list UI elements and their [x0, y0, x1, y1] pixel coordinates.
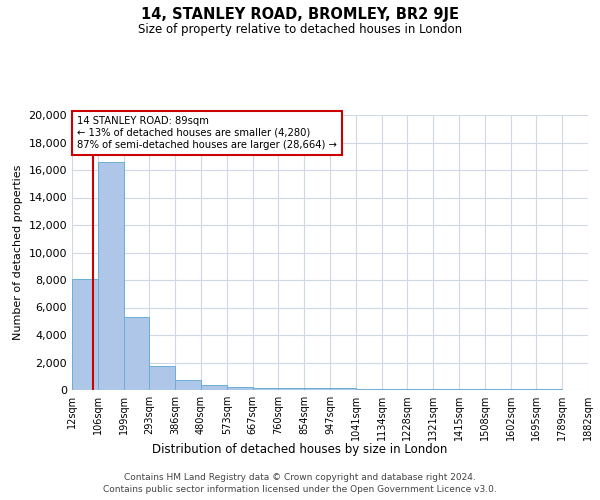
Bar [201, 385, 227, 390]
Bar [253, 388, 278, 390]
Bar [459, 389, 485, 390]
Bar [175, 380, 201, 390]
Bar [227, 387, 253, 390]
Bar [278, 388, 304, 390]
Y-axis label: Number of detached properties: Number of detached properties [13, 165, 23, 340]
Bar [433, 389, 459, 390]
Bar [98, 162, 124, 390]
Bar [304, 388, 330, 390]
Text: Contains public sector information licensed under the Open Government Licence v3: Contains public sector information licen… [103, 485, 497, 494]
Bar [356, 388, 382, 390]
Text: Contains HM Land Registry data © Crown copyright and database right 2024.: Contains HM Land Registry data © Crown c… [124, 472, 476, 482]
Bar [149, 366, 175, 390]
Bar [72, 278, 98, 390]
Bar [382, 389, 407, 390]
Bar [330, 388, 356, 390]
Text: Size of property relative to detached houses in London: Size of property relative to detached ho… [138, 22, 462, 36]
Bar [124, 317, 149, 390]
Text: 14 STANLEY ROAD: 89sqm
← 13% of detached houses are smaller (4,280)
87% of semi-: 14 STANLEY ROAD: 89sqm ← 13% of detached… [77, 116, 337, 150]
Text: Distribution of detached houses by size in London: Distribution of detached houses by size … [152, 442, 448, 456]
Bar [407, 389, 433, 390]
Text: 14, STANLEY ROAD, BROMLEY, BR2 9JE: 14, STANLEY ROAD, BROMLEY, BR2 9JE [141, 8, 459, 22]
